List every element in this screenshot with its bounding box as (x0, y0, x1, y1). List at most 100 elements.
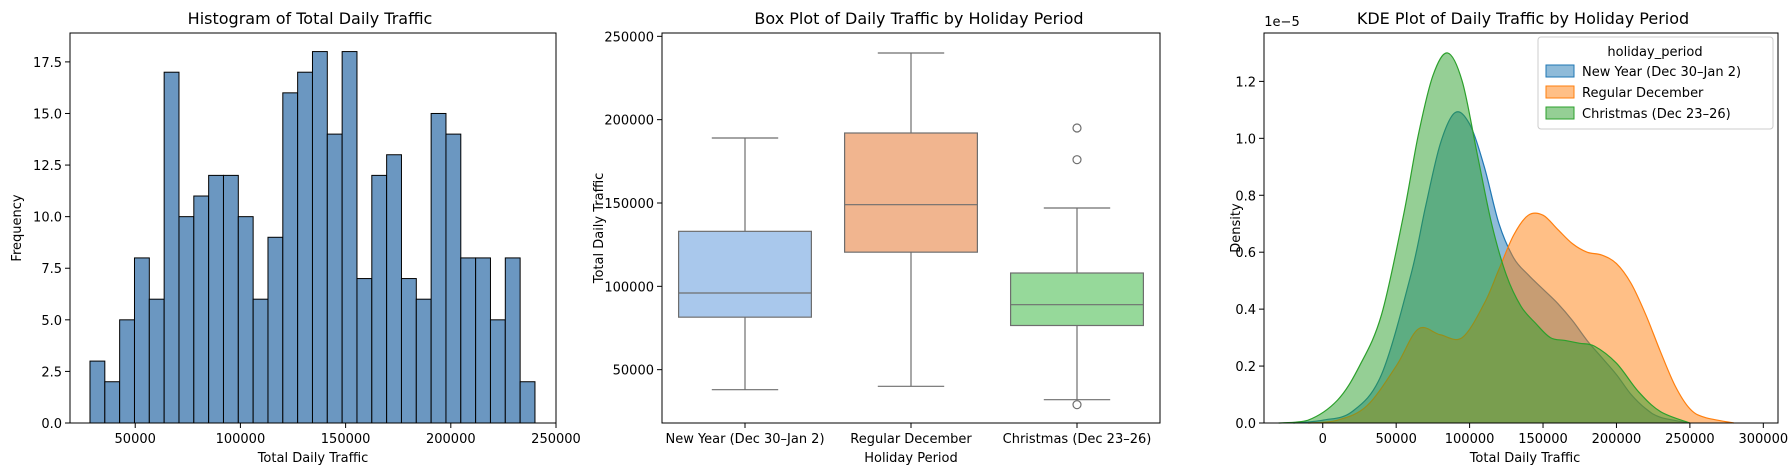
histogram-y-tick-label: 0.0 (41, 417, 62, 432)
box-outlier (1072, 400, 1082, 410)
kde-y-tick-label: 0.8 (1235, 189, 1256, 204)
kde-x-tick-label: 50000 (1375, 432, 1416, 447)
histogram-bar (489, 319, 506, 424)
histogram-bar (208, 174, 224, 424)
boxplot-category-label: New Year (Dec 30–Jan 2) (665, 432, 824, 447)
kde-y-label: Density (1229, 203, 1244, 253)
histogram-y-tick-label: 5.0 (41, 314, 62, 329)
legend-swatch-christmas (1545, 106, 1575, 120)
histogram-bar (252, 298, 269, 424)
boxplot-y-tick-label: 200000 (604, 114, 654, 129)
histogram-bar (133, 257, 150, 424)
histogram-y-tick-label: 15.0 (33, 107, 62, 122)
histogram-bar (430, 112, 447, 424)
kde-scale-label: 1e−5 (1264, 15, 1299, 30)
histogram-bar (311, 51, 328, 424)
histogram-y-tick-label: 10.0 (33, 211, 62, 226)
histogram-bar (504, 257, 521, 424)
kde-area-christmas (1278, 52, 1690, 424)
histogram-x-tick-label: 250000 (531, 432, 581, 447)
histogram-bar (237, 216, 254, 424)
legend-swatch-new-year (1545, 64, 1575, 78)
boxplot-boxes (677, 52, 1144, 410)
kde-x-tick-label: 300000 (1738, 432, 1788, 447)
kde-x-tick-label: 200000 (1592, 432, 1642, 447)
histogram-plot-frame (69, 32, 557, 424)
histogram-bar (519, 381, 536, 424)
box-group (843, 52, 978, 387)
kde-x-tick-label: 0 (1319, 432, 1327, 447)
legend-frame (1537, 36, 1774, 130)
legend-title: holiday_period (1607, 45, 1702, 60)
histogram-title: Histogram of Total Daily Traffic (188, 9, 433, 28)
histogram-bar (445, 133, 462, 424)
box-iqr (843, 132, 978, 253)
histogram-bar (178, 216, 195, 424)
legend-label-christmas: Christmas (Dec 23–26) (1582, 107, 1731, 122)
boxplot-y-label: Total Daily Traffic (592, 173, 607, 285)
kde-legend: holiday_period New Year (Dec 30–Jan 2) R… (1537, 36, 1774, 130)
histogram-y-tick-label: 12.5 (33, 159, 62, 174)
box-iqr (1009, 272, 1144, 327)
legend-label-regular-december: Regular December (1582, 86, 1704, 101)
histogram-bar (193, 195, 210, 424)
kde-areas (1278, 52, 1735, 424)
histogram-y-label: Frequency (10, 194, 25, 261)
boxplot-title: Box Plot of Daily Traffic by Holiday Per… (754, 9, 1083, 28)
histogram-bar (104, 381, 121, 424)
kde-y-tick-label: 1.2 (1235, 75, 1256, 90)
histogram-bars (89, 51, 536, 424)
histogram-bar (415, 298, 432, 424)
kde-panel: KDE Plot of Daily Traffic by Holiday Per… (1229, 9, 1788, 466)
kde-y-tick-label: 0.4 (1235, 303, 1256, 318)
histogram-x-tick-label: 100000 (216, 432, 266, 447)
histogram-bar (341, 51, 358, 424)
box-outlier (1072, 123, 1082, 133)
kde-title: KDE Plot of Daily Traffic by Holiday Per… (1357, 9, 1689, 28)
histogram-bar (356, 278, 373, 424)
histogram-axes: 50000 100000 150000 200000 250000 0.0 2.5 5.0 7.… (33, 56, 581, 447)
kde-y-tick-label: 0.2 (1235, 360, 1256, 375)
kde-axes: 0 50000 100000 150000 200000 250000 300000 0.0 0… (1235, 75, 1788, 447)
histogram-bar (475, 257, 491, 424)
kde-y-tick-label: 0.0 (1235, 417, 1256, 432)
kde-x-tick-label: 250000 (1665, 432, 1715, 447)
legend-swatch-regular-december (1545, 85, 1575, 99)
boxplot-y-tick-label: 250000 (604, 30, 654, 45)
histogram-x-tick-label: 50000 (115, 432, 156, 447)
histogram-y-tick-label: 7.5 (41, 262, 62, 277)
kde-x-tick-label: 150000 (1518, 432, 1568, 447)
kde-y-tick-label: 1.0 (1235, 132, 1256, 147)
box-outlier (1072, 155, 1082, 165)
kde-x-tick-label: 100000 (1445, 432, 1495, 447)
histogram-x-tick-label: 150000 (321, 432, 371, 447)
histogram-bar (282, 92, 299, 424)
boxplot-category-label: Regular December (850, 432, 972, 447)
legend-label-new-year: New Year (Dec 30–Jan 2) (1582, 65, 1741, 80)
boxplot-plot-frame (661, 32, 1161, 424)
histogram-bar (326, 133, 343, 424)
boxplot-y-tick-label: 150000 (604, 197, 654, 212)
histogram-bar (267, 236, 284, 424)
histogram-bar (386, 154, 402, 424)
kde-y-tick-label: 0.6 (1235, 246, 1256, 261)
histogram-bar (89, 360, 106, 424)
boxplot-y-tick-label: 100000 (604, 280, 654, 295)
histogram-bar (400, 278, 417, 424)
boxplot-x-label: Holiday Period (864, 451, 958, 466)
box-group (677, 137, 812, 391)
kde-x-label: Total Daily Traffic (1469, 451, 1581, 466)
histogram-x-tick-label: 200000 (426, 432, 476, 447)
histogram-y-tick-label: 17.5 (33, 56, 62, 71)
histogram-bar (119, 319, 135, 424)
histogram-bar (460, 257, 477, 424)
histogram-y-tick-label: 2.5 (41, 365, 62, 380)
histogram-bar (371, 174, 388, 424)
histogram-bar (297, 71, 313, 424)
histogram-bar (222, 174, 239, 424)
boxplot-category-label: Christmas (Dec 23–26) (1003, 432, 1152, 447)
box-iqr (677, 230, 812, 318)
histogram-x-label: Total Daily Traffic (257, 451, 369, 466)
kde-area-christmas-outline (1278, 52, 1691, 424)
